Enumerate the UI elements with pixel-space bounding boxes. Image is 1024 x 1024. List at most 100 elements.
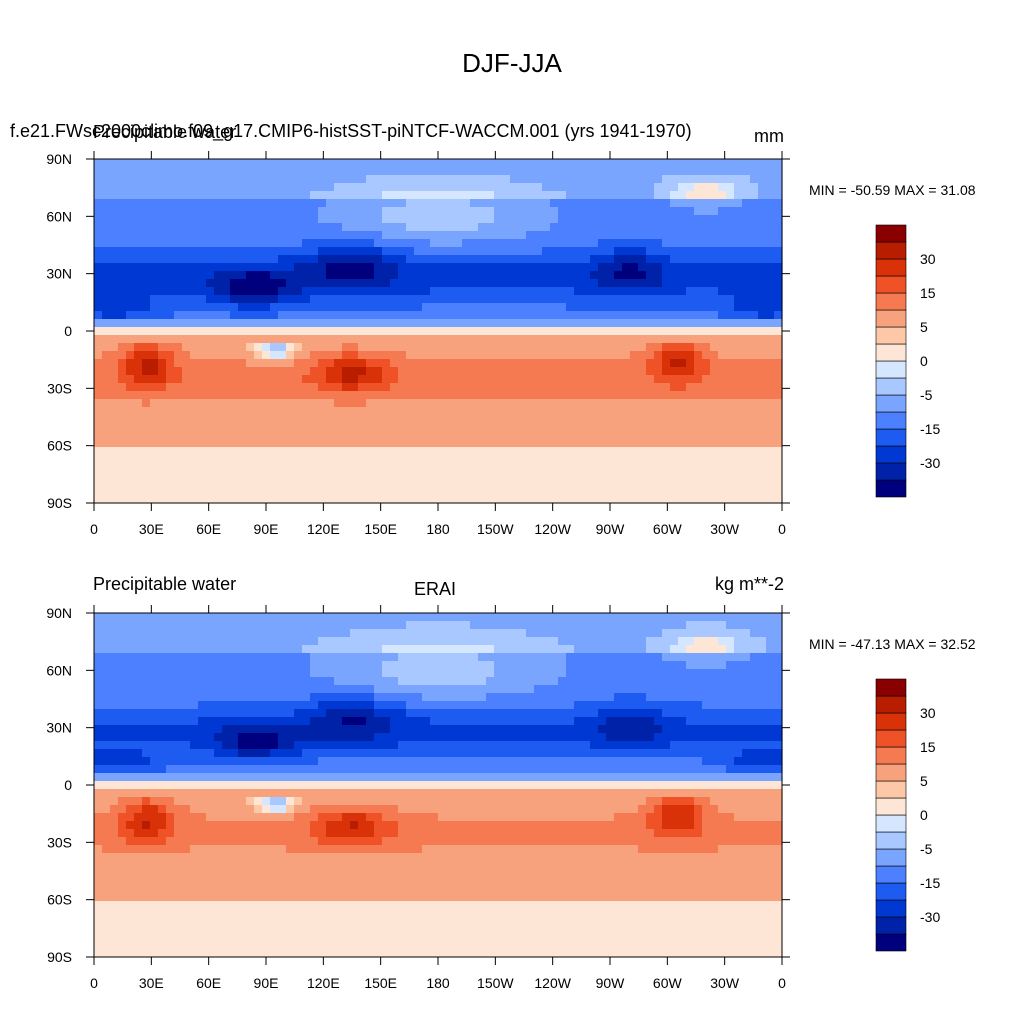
- field-cell: [190, 303, 199, 312]
- field-cell: [454, 167, 463, 176]
- field-cell: [526, 367, 535, 376]
- field-cell: [742, 455, 751, 464]
- field-cell: [494, 255, 503, 264]
- field-cell: [486, 495, 495, 504]
- field-cell: [614, 375, 623, 384]
- field-cell: [758, 613, 767, 622]
- field-cell: [470, 391, 479, 400]
- field-cell: [462, 303, 471, 312]
- field-cell: [670, 495, 679, 504]
- field-cell: [142, 479, 151, 488]
- field-cell: [390, 375, 399, 384]
- field-cell: [286, 159, 295, 168]
- field-cell: [270, 661, 279, 670]
- field-cell: [742, 629, 751, 638]
- field-cell: [358, 383, 367, 392]
- field-cell: [382, 255, 391, 264]
- field-cell: [94, 207, 103, 216]
- field-cell: [310, 375, 319, 384]
- field-cell: [462, 693, 471, 702]
- field-cell: [694, 439, 703, 448]
- field-cell: [582, 701, 591, 710]
- field-cell: [254, 263, 263, 272]
- field-cell: [438, 717, 447, 726]
- field-cell: [262, 677, 271, 686]
- field-cell: [534, 463, 543, 472]
- field-cell: [166, 495, 175, 504]
- field-cell: [326, 383, 335, 392]
- field-cell: [510, 701, 519, 710]
- field-cell: [462, 487, 471, 496]
- field-cell: [590, 661, 599, 670]
- field-cell: [470, 271, 479, 280]
- field-cell: [278, 255, 287, 264]
- field-cell: [110, 431, 119, 440]
- field-cell: [670, 709, 679, 718]
- field-cell: [750, 175, 759, 184]
- field-cell: [342, 653, 351, 662]
- field-cell: [478, 263, 487, 272]
- field-cell: [166, 255, 175, 264]
- field-cell: [742, 231, 751, 240]
- field-cell: [622, 287, 631, 296]
- field-cell: [382, 693, 391, 702]
- field-cell: [238, 303, 247, 312]
- field-cell: [614, 239, 623, 248]
- field-cell: [390, 407, 399, 416]
- field-cell: [502, 375, 511, 384]
- field-cell: [390, 645, 399, 654]
- field-cell: [366, 717, 375, 726]
- field-cell: [662, 287, 671, 296]
- field-cell: [678, 431, 687, 440]
- field-cell: [702, 701, 711, 710]
- field-cell: [246, 239, 255, 248]
- field-cell: [494, 207, 503, 216]
- field-cell: [574, 271, 583, 280]
- field-cell: [278, 319, 287, 328]
- field-cell: [358, 351, 367, 360]
- field-cell: [582, 439, 591, 448]
- field-cell: [758, 207, 767, 216]
- field-cell: [254, 223, 263, 232]
- field-cell: [198, 717, 207, 726]
- field-cell: [494, 637, 503, 646]
- field-cell: [638, 431, 647, 440]
- field-cell: [182, 191, 191, 200]
- field-cell: [702, 717, 711, 726]
- field-cell: [694, 423, 703, 432]
- field-cell: [438, 199, 447, 208]
- field-cell: [142, 311, 151, 320]
- field-cell: [414, 231, 423, 240]
- field-cell: [358, 495, 367, 504]
- field-cell: [638, 629, 647, 638]
- field-cell: [310, 717, 319, 726]
- field-cell: [566, 407, 575, 416]
- field-cell: [542, 255, 551, 264]
- field-cell: [614, 191, 623, 200]
- field-cell: [326, 311, 335, 320]
- field-cell: [406, 399, 415, 408]
- field-cell: [726, 215, 735, 224]
- field-cell: [302, 709, 311, 718]
- field-cell: [262, 399, 271, 408]
- field-cell: [598, 415, 607, 424]
- field-cell: [182, 495, 191, 504]
- field-cell: [550, 319, 559, 328]
- field-cell: [662, 159, 671, 168]
- field-cell: [606, 463, 615, 472]
- field-cell: [550, 709, 559, 718]
- field-cell: [198, 613, 207, 622]
- field-cell: [278, 455, 287, 464]
- field-cell: [718, 351, 727, 360]
- field-cell: [486, 375, 495, 384]
- field-cell: [566, 231, 575, 240]
- field-cell: [214, 725, 223, 734]
- panel1-stats: MIN = -50.59 MAX = 31.08: [809, 182, 976, 198]
- field-cell: [774, 613, 783, 622]
- field-cell: [574, 677, 583, 686]
- field-cell: [110, 271, 119, 280]
- field-cell: [606, 709, 615, 718]
- field-cell: [214, 717, 223, 726]
- field-cell: [718, 431, 727, 440]
- field-cell: [510, 709, 519, 718]
